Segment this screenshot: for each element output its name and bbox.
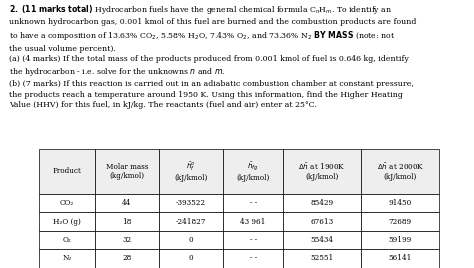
Text: $\mathbf{2.\ (11\ marks\ total)}$ Hydrocarbon fuels have the general chemical fo: $\mathbf{2.\ (11\ marks\ total)}$ Hydroc… (9, 3, 417, 109)
